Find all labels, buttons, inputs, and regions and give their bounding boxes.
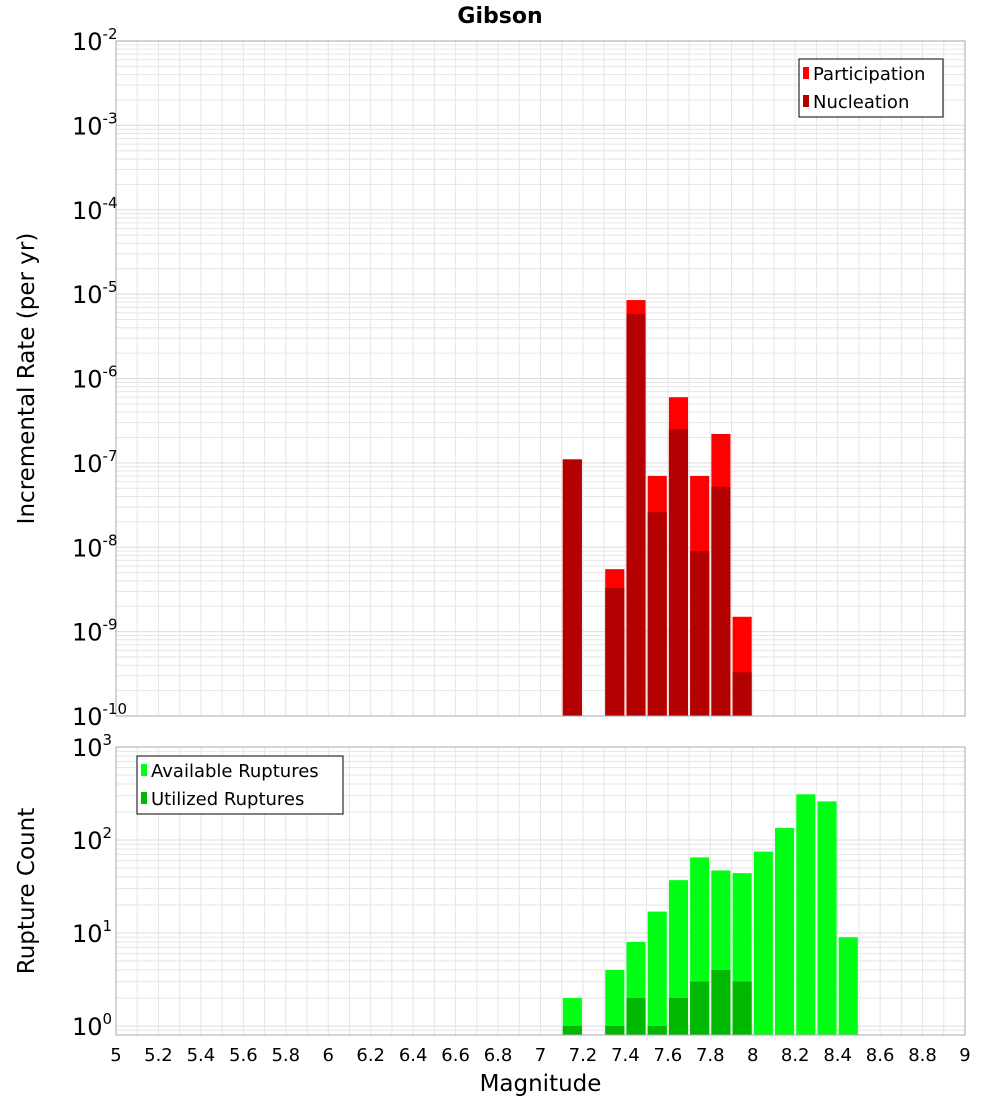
bar-nucleation [711,486,731,716]
rupture-count-bars [562,794,858,1035]
bar-available-ruptures [647,911,667,1035]
bar-nucleation [732,672,752,716]
bar-available-ruptures [753,851,773,1035]
bar-nucleation [668,429,689,716]
y-tick-label: 100 [72,1010,112,1041]
rate-y-axis-label: Incremental Rate (per yr) [14,233,40,525]
x-tick-label: 5.2 [144,1045,173,1066]
x-tick-label: 6.6 [441,1045,470,1066]
bar-available-ruptures [796,794,816,1035]
x-tick-label: 6.4 [399,1045,428,1066]
x-tick-label: 8.2 [781,1045,810,1066]
bar-nucleation [562,459,582,716]
y-tick-label: 10-8 [72,531,118,562]
legend-swatch [803,95,809,107]
x-tick-label: 7.8 [696,1045,725,1066]
y-tick-label: 10-2 [72,25,118,56]
y-tick-label: 10-7 [72,447,118,478]
y-tick-label: 10-10 [72,700,127,731]
x-tick-label: 7 [535,1045,546,1066]
legend-box [798,58,944,118]
y-tick-label: 10-9 [72,616,118,647]
legend-label: Nucleation [813,92,909,113]
x-tick-label: 7.4 [611,1045,640,1066]
rate-legend: Participation Nucleation [798,58,944,118]
bar-nucleation [647,512,667,716]
legend-swatch [141,792,147,804]
x-tick-label: 5.8 [271,1045,300,1066]
legend-swatch [803,67,809,79]
x-tick-label: 9 [959,1045,970,1066]
x-tick-label: 8.6 [866,1045,895,1066]
legend-label: Participation [813,64,925,85]
rupture-count-plot-frame [115,746,966,1036]
bar-utilized-ruptures [732,981,752,1035]
bar-nucleation [626,314,646,716]
x-tick-label: 8.8 [908,1045,937,1066]
magnitude-x-ticks: 5 5.2 5.4 5.6 5.8 6 6.2 6.4 6.6 6.8 7 7.2 7.4 7.6 7.8 8… [110,1045,970,1066]
y-tick-label: 10-3 [72,109,118,140]
y-tick-label: 10-5 [72,278,118,309]
x-tick-label: 7.6 [654,1045,683,1066]
x-tick-label: 5 [110,1045,121,1066]
y-tick-label: 103 [72,731,112,762]
y-tick-label: 10-4 [72,194,118,225]
bar-available-ruptures [668,880,689,1035]
rate-y-ticks: 10-10 10-9 10-8 10-7 10-6 10-5 10-4 10-3 10-2 [72,25,127,731]
bar-utilized-ruptures [690,981,710,1035]
bar-utilized-ruptures [647,1025,667,1035]
rate-bars [562,300,752,716]
bar-utilized-ruptures [711,969,731,1035]
bar-utilized-ruptures [562,1025,582,1035]
x-tick-label: 5.6 [229,1045,258,1066]
bar-utilized-ruptures [626,997,646,1035]
bar-utilized-ruptures [605,1025,625,1035]
magnitude-x-axis-label: Magnitude [480,1071,602,1097]
x-tick-label: 6.2 [356,1045,385,1066]
bar-available-ruptures [817,801,837,1035]
legend-label: Available Ruptures [151,761,319,782]
x-tick-label: 8.4 [823,1045,852,1066]
rate-plot-frame [115,40,966,717]
legend-label: Utilized Ruptures [151,789,304,810]
bar-available-ruptures [775,827,795,1035]
x-tick-label: 8 [747,1045,758,1066]
rupture-count-y-axis-label: Rupture Count [14,808,40,974]
x-tick-label: 7.2 [569,1045,598,1066]
legend-box [136,755,344,815]
x-tick-label: 6.8 [484,1045,513,1066]
bar-nucleation [605,587,625,716]
rupture-count-y-ticks: 100 101 102 103 [72,731,112,1041]
bar-available-ruptures [562,997,582,1035]
y-tick-label: 101 [72,917,112,948]
legend-swatch [141,764,147,776]
rupture-count-legend: Available Ruptures Utilized Ruptures [136,755,344,815]
rate-panel: 10-10 10-9 10-8 10-7 10-6 10-5 10-4 10-3 10-2 In… [14,25,966,731]
bar-available-ruptures [838,937,858,1035]
x-tick-label: 6 [323,1045,334,1066]
bar-available-ruptures [605,969,625,1035]
y-tick-label: 102 [72,824,112,855]
chart-title: Gibson [457,4,542,29]
x-tick-label: 5.4 [187,1045,216,1066]
bar-utilized-ruptures [668,997,689,1035]
rupture-count-panel: 100 101 102 103 5 5.2 5.4 5.6 5.8 6 6.2 6.4 6.6 6.8 7… [14,731,971,1097]
y-tick-label: 10-6 [72,363,118,394]
rate-gridlines [115,40,966,717]
bar-nucleation [690,551,710,716]
